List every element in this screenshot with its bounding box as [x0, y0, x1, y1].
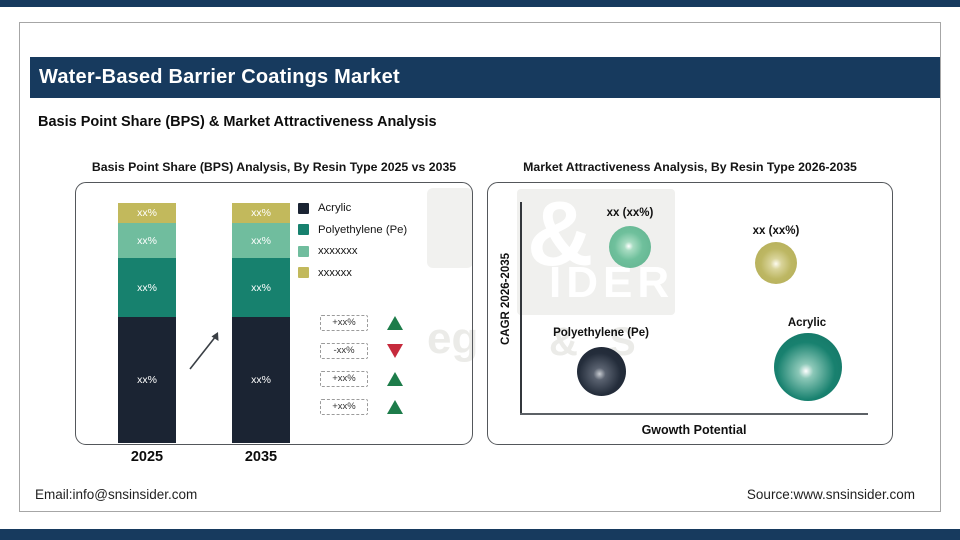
legend-label: Acrylic [318, 202, 352, 214]
bar-segment: xx% [118, 258, 176, 317]
stacked-bar-2035: xx% xx% xx% xx% [232, 203, 290, 443]
legend-label: xxxxxx [318, 266, 352, 279]
down-triangle-icon [387, 343, 403, 358]
up-triangle-icon [387, 315, 403, 330]
bps-chart-title: Basis Point Share (BPS) Analysis, By Res… [91, 160, 457, 174]
change-row: -xx% [320, 342, 403, 359]
change-value-box: +xx% [320, 398, 368, 415]
bar-segment: xx% [232, 317, 290, 443]
bar-segment: xx% [232, 223, 290, 258]
bar-segment: xx% [232, 258, 290, 317]
bubble-label: Acrylic [787, 317, 827, 329]
bubble-seafoam [609, 226, 651, 268]
change-value-box: +xx% [320, 370, 368, 387]
stacked-bar-2025: xx% xx% xx% xx% [118, 203, 176, 443]
change-row: +xx% [320, 370, 403, 387]
x-tick-2035: 2035 [244, 449, 278, 465]
x-tick-2025: 2025 [130, 449, 164, 465]
legend-swatch-acrylic [298, 202, 309, 214]
change-value-box: +xx% [320, 314, 368, 331]
attractiveness-chart-title: Market Attractiveness Analysis, By Resin… [523, 160, 857, 174]
legend-swatch-polyethylene [298, 224, 309, 235]
legend-item: Acrylic [298, 202, 407, 214]
bubble-label: Polyethylene (Pe) [553, 327, 649, 339]
legend-item: Polyethylene (Pe) [298, 224, 407, 236]
legend-label: xxxxxxx [318, 245, 358, 257]
bar-segment: xx% [232, 203, 290, 223]
growth-arrow-icon [189, 332, 219, 370]
bps-legend: Acrylic Polyethylene (Pe) xxxxxxx xxxxxx [298, 202, 407, 288]
title-banner: Water-Based Barrier Coatings Market [30, 57, 940, 98]
bar-segment: xx% [118, 203, 176, 223]
legend-swatch-placeholder2 [298, 267, 309, 278]
x-axis-line [520, 413, 868, 415]
bar-segment: xx% [118, 223, 176, 258]
bottom-accent-bar [0, 529, 960, 540]
page-subtitle: Basis Point Share (BPS) & Market Attract… [38, 114, 437, 130]
bubble-polyethylene [577, 347, 626, 396]
top-accent-bar [0, 0, 960, 7]
attractiveness-chart-panel [487, 182, 893, 445]
footer-email: Email:info@snsinsider.com [35, 487, 198, 502]
legend-label: Polyethylene (Pe) [318, 223, 408, 236]
page-title: Water-Based Barrier Coatings Market [39, 66, 400, 88]
bps-chart-panel [75, 182, 473, 445]
legend-item: xxxxxxx [298, 245, 407, 257]
y-axis-line [520, 202, 522, 414]
legend-swatch-placeholder1 [298, 245, 309, 257]
bar-segment: xx% [118, 317, 176, 443]
change-row: +xx% [320, 398, 403, 415]
up-triangle-icon [387, 399, 403, 414]
bubble-olive [755, 242, 797, 284]
bubble-acrylic [774, 333, 842, 401]
bps-change-annotations: +xx% -xx% +xx% +xx% [320, 314, 403, 426]
footer-source: Source:www.snsinsider.com [746, 487, 915, 502]
y-axis-label: CAGR 2026-2035 [500, 252, 512, 346]
change-row: +xx% [320, 314, 403, 331]
legend-item: xxxxxx [298, 267, 407, 279]
x-axis-label: Gwowth Potential [641, 423, 747, 437]
bubble-label: xx (xx%) [752, 225, 800, 237]
bubble-label: xx (xx%) [606, 207, 654, 219]
up-triangle-icon [387, 371, 403, 386]
change-value-box: -xx% [320, 342, 368, 359]
